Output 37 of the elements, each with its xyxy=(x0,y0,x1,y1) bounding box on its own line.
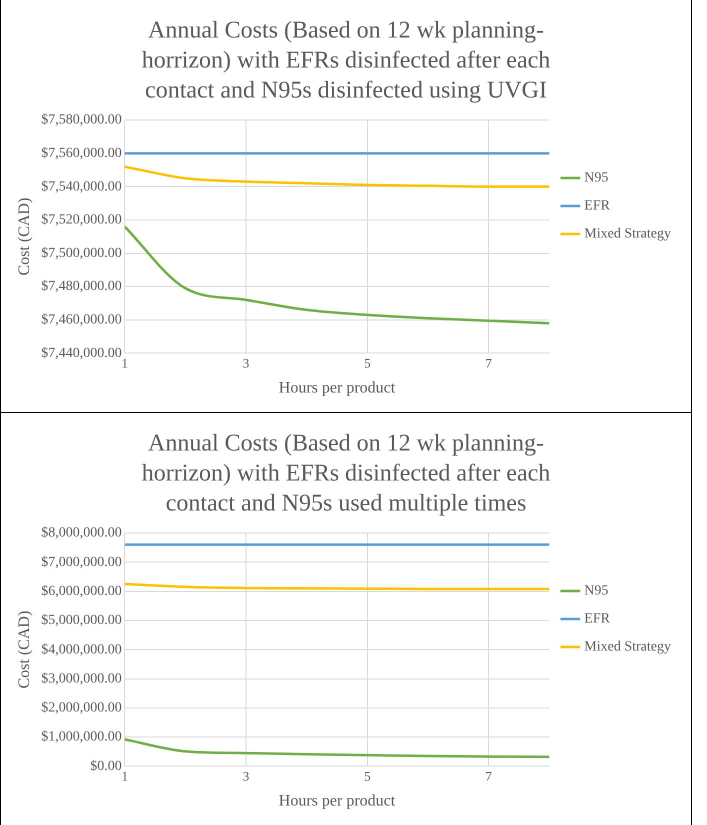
x-tick-label: 1 xyxy=(121,355,128,370)
y-axis-title: Cost (CAD) xyxy=(16,610,33,688)
x-tick-label: 3 xyxy=(242,355,250,370)
y-tick-label: $7,500,000.00 xyxy=(41,246,122,261)
legend-label: Mixed Strategy xyxy=(584,640,672,655)
legend-label: Mixed Strategy xyxy=(584,226,672,242)
legend-label: EFR xyxy=(584,612,611,627)
y-tick-label: $7,540,000.00 xyxy=(41,179,122,194)
y-tick-label: $7,480,000.00 xyxy=(41,279,122,294)
x-tick-label: 1 xyxy=(121,768,128,784)
x-tick-label: 7 xyxy=(485,355,492,370)
legend-label: EFR xyxy=(584,198,611,214)
chart-title: Annual Costs (Based on 12 wk planning-horrizon) with EFRs disinfected after each contact and N95s used multiple times xyxy=(142,430,550,516)
x-axis-title: Hours per product xyxy=(278,380,396,397)
y-tick-label: $1,000,000.00 xyxy=(41,730,122,745)
y-tick-label: $3,000,000.00 xyxy=(41,671,122,686)
legend-label: N95 xyxy=(584,584,608,599)
y-tick-label: $4,000,000.00 xyxy=(41,642,122,658)
y-tick-label: $7,520,000.00 xyxy=(41,212,122,228)
x-tick-label: 3 xyxy=(242,768,250,784)
y-tick-label: $0.00 xyxy=(90,758,122,774)
x-tick-label: 5 xyxy=(364,768,371,784)
y-tick-label: $7,560,000.00 xyxy=(41,146,122,161)
x-axis-title: Hours per product xyxy=(278,792,396,810)
chart-title: Annual Costs (Based on 12 wk planning-horrizon) with EFRs disinfected after each contact and N95s disinfected using UVGI xyxy=(142,17,550,104)
x-tick-label: 5 xyxy=(364,355,371,370)
y-axis-title: Cost (CAD) xyxy=(16,198,33,276)
y-tick-label: $6,000,000.00 xyxy=(41,584,122,599)
y-tick-label: $8,000,000.00 xyxy=(41,526,122,541)
y-tick-label: $2,000,000.00 xyxy=(41,700,122,716)
x-tick-label: 7 xyxy=(485,768,492,784)
y-tick-label: $7,000,000.00 xyxy=(41,554,122,570)
y-tick-label: $7,440,000.00 xyxy=(41,346,122,361)
legend-label: N95 xyxy=(584,170,608,186)
y-tick-label: $7,580,000.00 xyxy=(41,112,122,128)
y-tick-label: $7,460,000.00 xyxy=(41,312,122,328)
y-tick-label: $5,000,000.00 xyxy=(41,613,122,628)
